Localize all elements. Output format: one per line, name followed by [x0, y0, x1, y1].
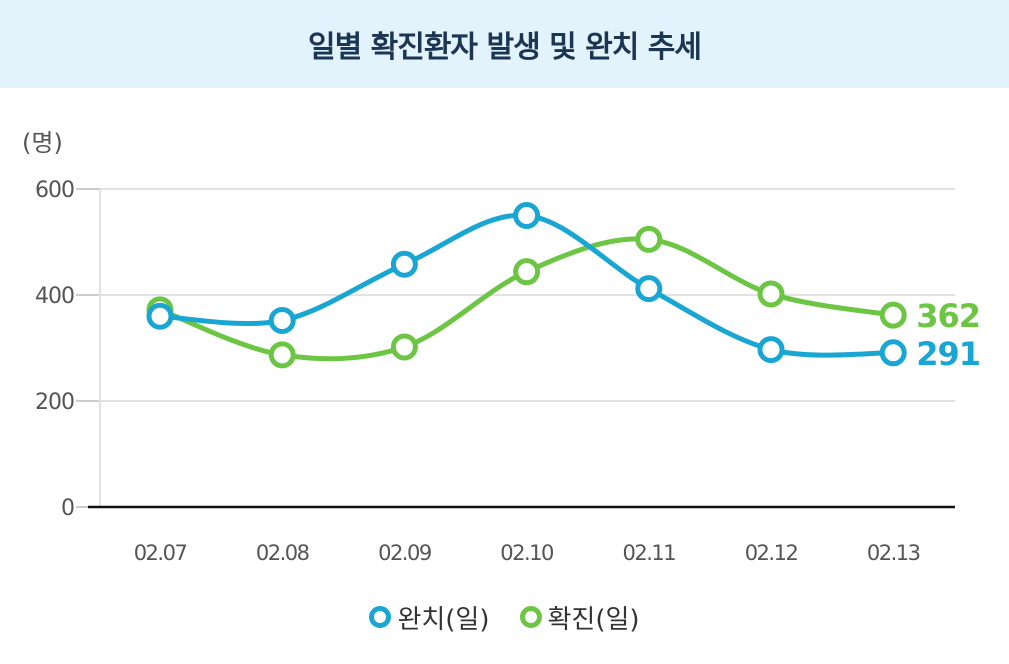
title-bar: 일별 확진환자 발생 및 완치 추세 — [0, 0, 1009, 88]
x-tick-label-02.11: 02.11 — [622, 541, 675, 565]
data-point-s0-3 — [513, 202, 541, 229]
data-point-s1-3 — [513, 258, 541, 286]
x-tick-label-02.07: 02.07 — [134, 541, 187, 565]
data-point-s1-1 — [268, 341, 296, 369]
legend-item-recovered[interactable]: 완치(일) — [369, 599, 490, 636]
grid-lines — [100, 188, 955, 402]
legend-marker-recovered — [369, 606, 392, 628]
y-tick-label-600: 600 — [35, 178, 74, 203]
legend-item-confirmed[interactable]: 확진(일) — [519, 599, 640, 636]
chart-title: 일별 확진환자 발생 및 완치 추세 — [307, 30, 702, 65]
y-tick-label-400: 400 — [35, 284, 74, 309]
legend-label-recovered: 완치(일) — [397, 604, 490, 635]
data-point-s0-1 — [268, 306, 296, 334]
axes — [76, 188, 955, 509]
data-point-s0-5 — [757, 336, 785, 364]
data-point-s1-6 — [879, 301, 907, 329]
data-point-s1-4 — [635, 225, 663, 253]
x-tick-label-02.08: 02.08 — [256, 541, 309, 565]
labels: 0 200 400 600 02.07 02.08 02.09 02.10 02.11 02.12… — [35, 178, 981, 565]
series-points — [146, 202, 907, 369]
y-tick-label-200: 200 — [35, 390, 74, 415]
data-point-s1-2 — [390, 333, 418, 361]
series-lines — [157, 212, 896, 362]
y-tick-label-0: 0 — [61, 496, 74, 521]
x-tick-label-02.12: 02.12 — [745, 541, 798, 565]
end-label-s1: 362 — [916, 297, 980, 335]
data-point-s0-6 — [879, 339, 907, 367]
x-tick-label-02.10: 02.10 — [500, 541, 553, 565]
legend: 완치(일) 확진(일) — [0, 592, 1009, 642]
data-point-s1-5 — [757, 280, 785, 308]
legend-marker-confirmed — [519, 606, 542, 628]
x-tick-label-02.09: 02.09 — [378, 541, 431, 565]
x-tick-label-02.13: 02.13 — [867, 541, 920, 565]
legend-label-confirmed: 확진(일) — [547, 604, 640, 635]
data-point-s0-2 — [390, 250, 418, 278]
y-unit-label: (명) — [22, 129, 63, 157]
data-point-s0-0 — [146, 302, 174, 330]
data-point-s0-4 — [635, 275, 663, 303]
end-label-s0: 291 — [916, 335, 980, 373]
